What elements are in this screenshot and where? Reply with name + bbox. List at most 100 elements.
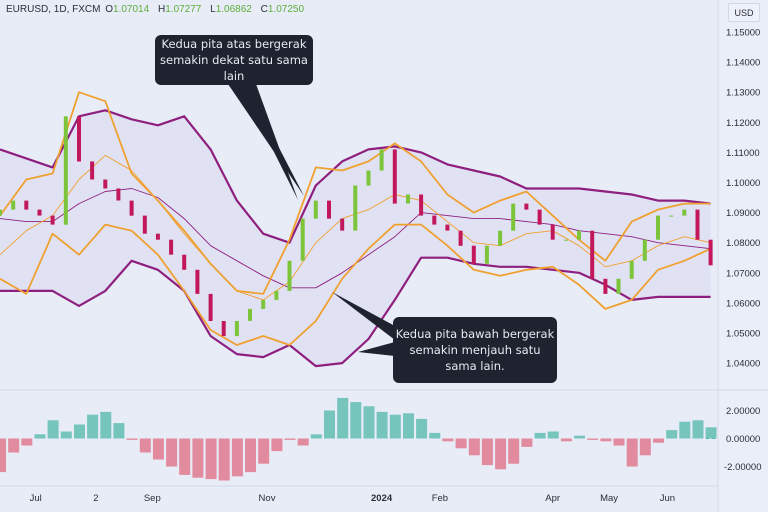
time-tick-label: 2 xyxy=(93,493,98,504)
candle xyxy=(695,209,700,240)
candle xyxy=(458,230,463,246)
symbol-legend[interactable]: EURUSD, 1D, FXCM O1.07014 H1.07277 L1.06… xyxy=(6,4,310,15)
candle xyxy=(313,200,318,219)
osc-bar xyxy=(152,438,164,460)
osc-tick-label: 2.00000 xyxy=(726,406,760,417)
candle xyxy=(708,239,713,266)
candle xyxy=(471,245,476,264)
osc-bar xyxy=(587,438,599,440)
time-tick-label: Nov xyxy=(259,493,276,504)
candle xyxy=(169,239,174,255)
low-value: 1.06862 xyxy=(215,4,252,15)
osc-bar xyxy=(429,432,441,439)
candle xyxy=(24,200,29,210)
osc-bar xyxy=(613,438,625,446)
candle xyxy=(221,321,226,337)
low-label: L xyxy=(210,4,216,15)
price-axis-labels: 1.15000 1.14000 1.13000 1.12000 1.11000 1.100… xyxy=(724,28,762,474)
osc-bar xyxy=(679,421,691,439)
candle xyxy=(642,239,647,261)
callout-upper-line-1: Kedua pita atas bergerak xyxy=(161,37,307,51)
band-inner-lower xyxy=(0,223,711,346)
osc-bar xyxy=(455,438,467,449)
osc-bar xyxy=(350,402,362,439)
osc-bar xyxy=(626,438,638,467)
candle xyxy=(616,278,621,294)
osc-bar xyxy=(376,411,388,439)
candle xyxy=(563,239,568,241)
candle xyxy=(103,179,108,189)
candle xyxy=(379,149,384,171)
osc-bar xyxy=(508,438,520,464)
osc-bar xyxy=(468,438,480,456)
symbol-label: EURUSD, 1D, FXCM xyxy=(6,4,101,15)
osc-bar xyxy=(705,427,717,439)
candle xyxy=(392,149,397,204)
osc-bar xyxy=(179,438,191,475)
osc-bar xyxy=(8,438,20,453)
osc-tick-label: -2.00000 xyxy=(724,462,762,473)
candle xyxy=(300,218,305,261)
candle xyxy=(129,200,134,216)
candles xyxy=(0,116,713,337)
candle xyxy=(234,321,239,337)
time-tick-label: Apr xyxy=(545,493,560,504)
osc-bar xyxy=(34,434,46,439)
candle xyxy=(77,116,81,162)
osc-bar xyxy=(521,438,533,447)
time-tick-label: Jun xyxy=(660,493,675,504)
candle xyxy=(195,269,200,294)
time-tick-label: May xyxy=(600,493,618,504)
high-label: H xyxy=(157,4,166,15)
candle xyxy=(682,209,687,216)
band-outer-upper xyxy=(0,109,711,244)
osc-bar xyxy=(100,411,112,439)
osc-bar xyxy=(495,438,507,470)
osc-bar xyxy=(416,418,428,439)
osc-bar xyxy=(403,413,414,439)
candle xyxy=(432,215,437,225)
osc-bar xyxy=(310,434,322,439)
osc-bar xyxy=(389,414,401,439)
candle xyxy=(261,299,266,309)
osc-bar xyxy=(442,438,454,442)
candle xyxy=(182,254,187,270)
time-tick-label: Sep xyxy=(144,493,161,504)
osc-bar xyxy=(231,438,243,477)
price-axis[interactable] xyxy=(718,0,768,512)
osc-tick-label: 0.00000 xyxy=(726,434,760,445)
callout-upper-pointer-2 xyxy=(240,84,298,200)
osc-bar xyxy=(205,438,217,480)
candle xyxy=(484,245,489,264)
candle xyxy=(63,116,68,225)
candle xyxy=(353,185,358,231)
price-tick-label: 1.08000 xyxy=(726,238,760,249)
candle xyxy=(208,293,213,321)
osc-bar xyxy=(666,430,678,439)
callout-lower-line-2: semakin menjauh satu sama lain. xyxy=(409,343,541,373)
callout-lower-pointer-2 xyxy=(358,342,395,356)
callout-lower-bands: Kedua pita bawah bergerak semakin menjau… xyxy=(393,317,557,383)
osc-bar xyxy=(337,397,349,439)
candle xyxy=(524,203,529,210)
candle xyxy=(669,215,674,217)
time-axis-labels: Jul 2 Sep Nov 2024 Feb Apr May Jun xyxy=(30,493,675,504)
osc-bar xyxy=(560,438,572,442)
currency-button[interactable]: USD xyxy=(728,3,760,22)
osc-bar xyxy=(363,406,375,439)
osc-bar xyxy=(258,438,270,464)
osc-bar xyxy=(192,438,204,478)
candle xyxy=(577,230,581,240)
candle xyxy=(274,290,279,300)
osc-bar xyxy=(600,438,612,442)
price-tick-label: 1.15000 xyxy=(726,28,760,39)
osc-bar xyxy=(692,420,704,439)
callout-lower-pointer xyxy=(332,292,395,340)
osc-bar xyxy=(87,414,99,439)
candle xyxy=(142,215,147,234)
close-value: 1.07250 xyxy=(267,4,305,15)
osc-bar xyxy=(324,410,335,439)
osc-bar xyxy=(47,420,59,439)
candle xyxy=(629,260,634,279)
